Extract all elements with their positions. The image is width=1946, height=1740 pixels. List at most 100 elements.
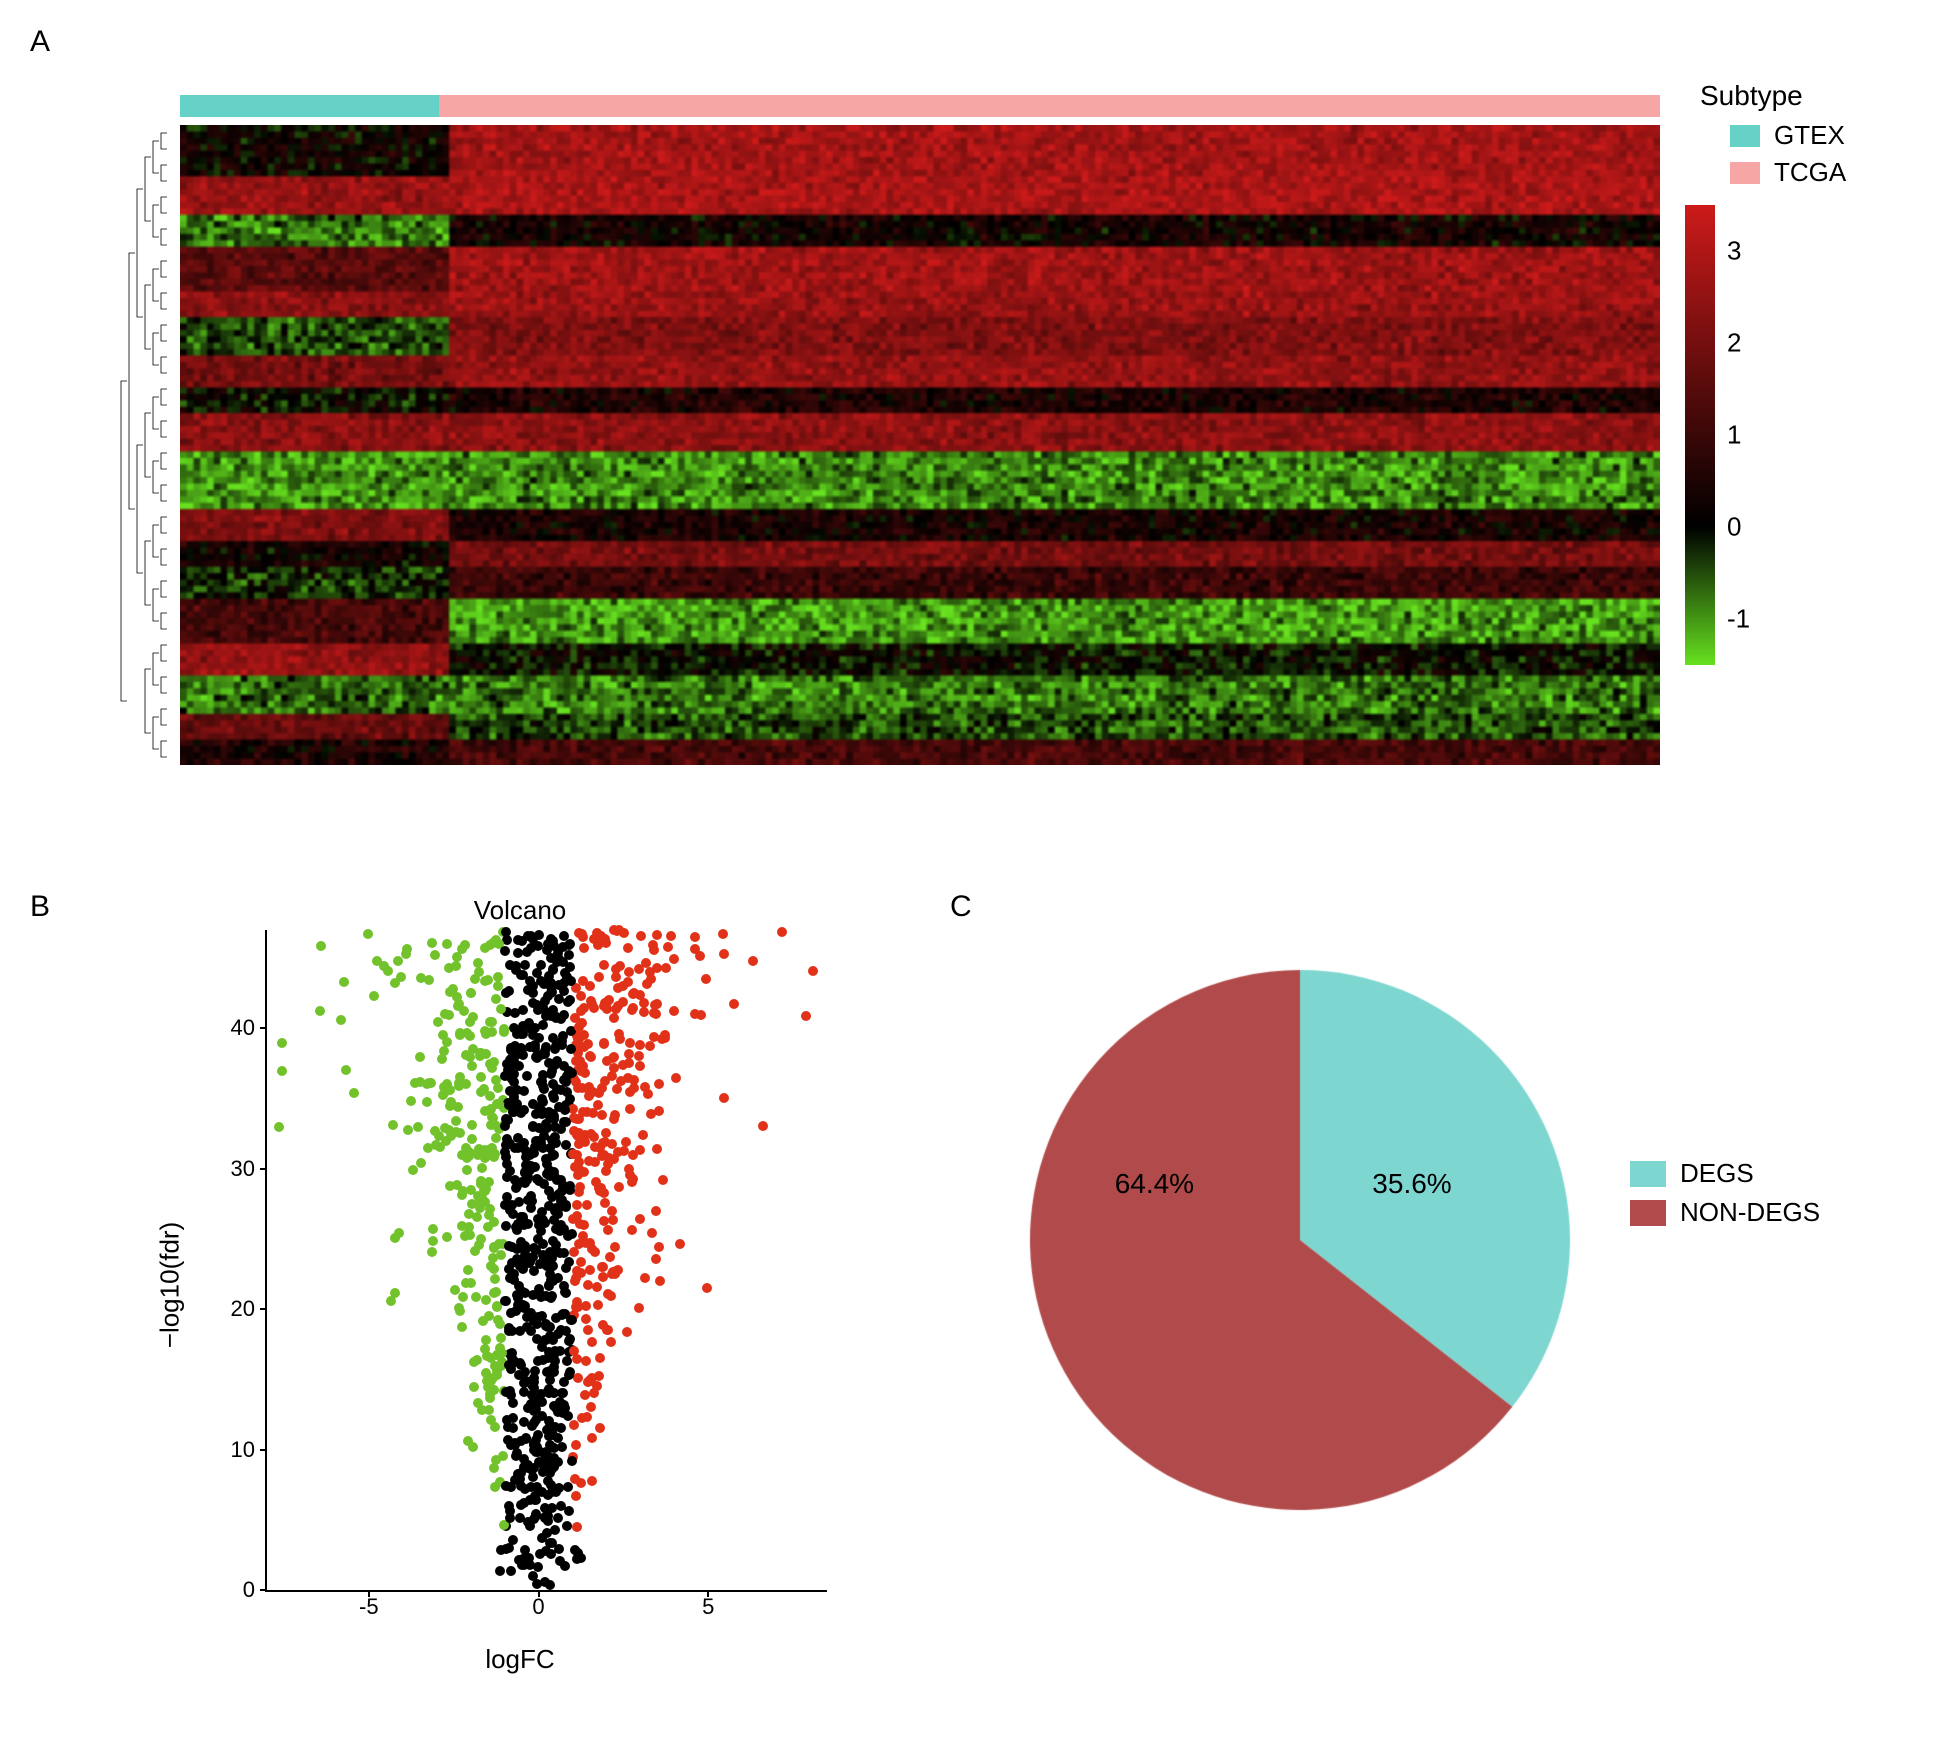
volcano-point (445, 1181, 455, 1191)
heatmap-column-annotation (180, 95, 1660, 117)
volcano-ytick: 0 (243, 1577, 255, 1603)
volcano-point (551, 1138, 561, 1148)
volcano-point (390, 1288, 400, 1298)
volcano-point (577, 1413, 587, 1423)
volcano-point (504, 1241, 514, 1251)
volcano-point (458, 1292, 468, 1302)
volcano-point (461, 1143, 471, 1153)
volcano-point (557, 1310, 567, 1320)
volcano-point (509, 1023, 519, 1033)
volcano-point (444, 1010, 454, 1020)
volcano-point (618, 1060, 628, 1070)
volcano-point (536, 960, 546, 970)
volcano-point (690, 932, 700, 942)
volcano-point (454, 1081, 464, 1091)
volcano-point (486, 1415, 496, 1425)
volcano-point (519, 1560, 529, 1570)
volcano-point (520, 960, 530, 970)
volcano-point (541, 1447, 551, 1457)
volcano-point (561, 1202, 571, 1212)
volcano-point (445, 987, 455, 997)
legend-label: TCGA (1774, 157, 1846, 188)
volcano-point (491, 1287, 501, 1297)
volcano-point (574, 1187, 584, 1197)
volcano-point (462, 1165, 472, 1175)
volcano-point (466, 1278, 476, 1288)
volcano-point (546, 1275, 556, 1285)
volcano-point (501, 1481, 511, 1491)
volcano-point (555, 1556, 565, 1566)
volcano-point (526, 931, 536, 941)
volcano-point (471, 1292, 481, 1302)
volcano-point (484, 1405, 494, 1415)
volcano-point (492, 1366, 502, 1376)
volcano-point (388, 1120, 398, 1130)
volcano-point (624, 1164, 634, 1174)
legend-pie: DEGSNON-DEGS (1630, 1150, 1820, 1236)
volcano-point (455, 1030, 465, 1040)
volcano-point (581, 1301, 591, 1311)
volcano-point (533, 1214, 543, 1224)
volcano-point (546, 1423, 556, 1433)
volcano-point (513, 948, 523, 958)
volcano-point (545, 1247, 555, 1257)
volcano-point (636, 931, 646, 941)
volcano-point (532, 1579, 542, 1589)
volcano-point (516, 970, 526, 980)
volcano-point (635, 1214, 645, 1224)
volcano-point (544, 1058, 554, 1068)
volcano-point (349, 1088, 359, 1098)
volcano-point (525, 976, 535, 986)
volcano-point (582, 1200, 592, 1210)
volcano-point (455, 1128, 465, 1138)
volcano-ytick: 30 (231, 1156, 255, 1182)
volcano-point (581, 1238, 591, 1248)
volcano-point (567, 1456, 577, 1466)
volcano-point (589, 934, 599, 944)
volcano-ylabel: −log10(fdr) (155, 1222, 186, 1348)
volcano-point (597, 1262, 607, 1272)
volcano-point (533, 1356, 543, 1366)
volcano-point (616, 1076, 626, 1086)
volcano-point (660, 1033, 670, 1043)
volcano-point (609, 1013, 619, 1023)
volcano-point (500, 1071, 510, 1081)
volcano-point (561, 1077, 571, 1087)
volcano-point (614, 1182, 624, 1192)
volcano-point (640, 1273, 650, 1283)
volcano-point (613, 983, 623, 993)
volcano-point (515, 1474, 525, 1484)
volcano-point (548, 1079, 558, 1089)
volcano-point (413, 1122, 423, 1132)
volcano-point (586, 1052, 596, 1062)
volcano-point (651, 1254, 661, 1264)
row-dendrogram (80, 125, 175, 765)
volcano-point (628, 1150, 638, 1160)
volcano-point (600, 1076, 610, 1086)
volcano-point (543, 1476, 553, 1486)
volcano-point (553, 1513, 563, 1523)
volcano-point (564, 1370, 574, 1380)
volcano-point (696, 1010, 706, 1020)
volcano-point (522, 1322, 532, 1332)
volcano-point (572, 1114, 582, 1124)
volcano-point (599, 1216, 609, 1226)
volcano-point (511, 961, 521, 971)
volcano-point (516, 1212, 526, 1222)
volcano-point (539, 1179, 549, 1189)
volcano-point (445, 1101, 455, 1111)
volcano-point (514, 1281, 524, 1291)
volcano-point (569, 1346, 579, 1356)
volcano-point (578, 976, 588, 986)
volcano-point (533, 1005, 543, 1015)
volcano-point (593, 1300, 603, 1310)
pie-slice-label: 35.6% (1372, 1168, 1451, 1200)
volcano-point (648, 940, 658, 950)
volcano-point (623, 943, 633, 953)
volcano-point (595, 1353, 605, 1363)
panel-label-c: C (950, 890, 972, 924)
volcano-point (556, 1407, 566, 1417)
volcano-point (526, 1191, 536, 1201)
volcano-point (476, 1048, 486, 1058)
volcano-point (522, 947, 532, 957)
